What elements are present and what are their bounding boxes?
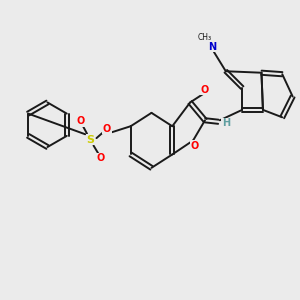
Text: O: O: [96, 153, 104, 163]
Text: CH₃: CH₃: [198, 33, 212, 42]
Text: O: O: [76, 116, 85, 126]
Text: S: S: [87, 135, 94, 145]
Text: O: O: [103, 124, 111, 134]
Text: H: H: [222, 118, 230, 128]
Text: O: O: [190, 141, 199, 151]
Text: O: O: [200, 85, 208, 95]
Text: N: N: [208, 42, 217, 52]
